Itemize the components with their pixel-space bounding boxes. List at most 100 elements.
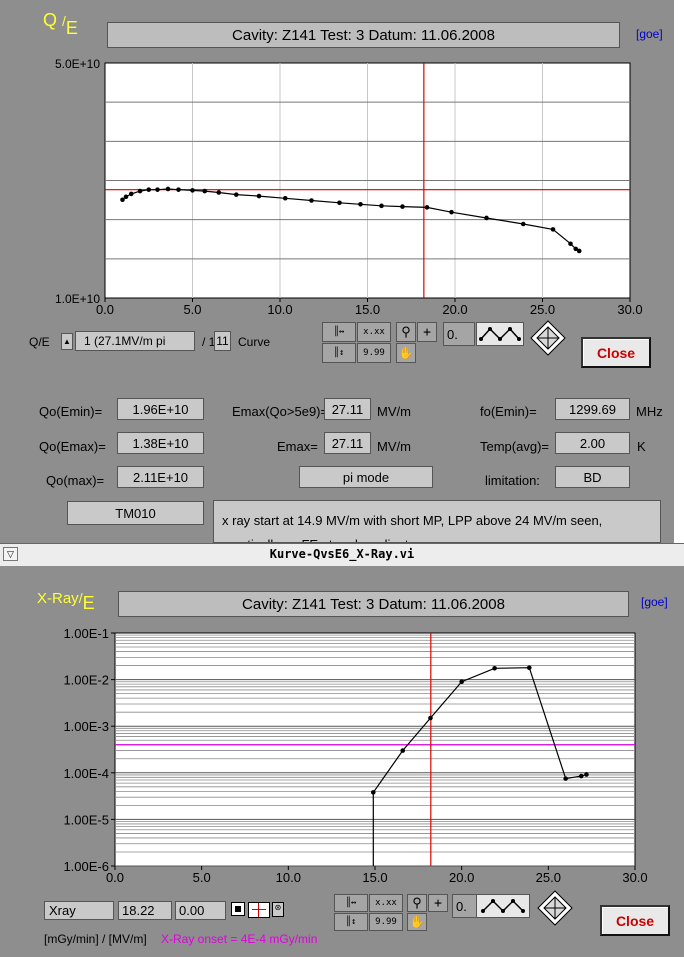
temp-value: 2.00 xyxy=(555,432,630,454)
cursor-lock-icon[interactable]: ⊛ xyxy=(272,902,284,917)
curve-stepper[interactable]: ▲ xyxy=(61,333,73,350)
temp-label: Temp(avg)= xyxy=(480,439,549,454)
xray-slash: / xyxy=(78,590,83,606)
emax-label: Emax= xyxy=(277,439,318,454)
plot-style-button-2[interactable] xyxy=(476,894,530,918)
zoom-icon[interactable]: ⚲ xyxy=(396,322,416,342)
q-x-tick-label: 20.0 xyxy=(442,302,467,317)
qo-max-value: 2.11E+10 xyxy=(117,466,204,488)
xray-point xyxy=(578,773,584,779)
xray-plot-area xyxy=(114,632,636,867)
plot-style-button[interactable] xyxy=(476,322,524,346)
q-series-points xyxy=(120,186,582,254)
fo-emin-unit: MHz xyxy=(636,404,663,419)
q-point xyxy=(309,198,314,203)
zoom-icon-2[interactable]: ⚲ xyxy=(407,894,427,912)
emax-unit: MV/m xyxy=(377,439,411,454)
q-point xyxy=(424,205,430,210)
xray-point xyxy=(584,772,589,777)
bottom-header: Cavity: Z141 Test: 3 Datum: 11.06.2008 xyxy=(118,591,629,617)
curve-selector-field[interactable]: 1 (27.1MV/m pi xyxy=(75,331,195,351)
fo-emin-label: fo(Emin)= xyxy=(480,404,537,419)
q-point xyxy=(520,221,526,227)
q-x-tick-label: 5.0 xyxy=(183,302,201,317)
x-scale-button-2[interactable]: ║↔ xyxy=(334,894,368,912)
q-point xyxy=(400,204,405,209)
q-point xyxy=(165,186,171,192)
xray-x-tick-label: 15.0 xyxy=(362,870,387,885)
q-point xyxy=(123,194,129,200)
limitation-value: BD xyxy=(555,466,630,488)
mode-tm-value: TM010 xyxy=(67,501,204,525)
bottom-close-button[interactable]: Close xyxy=(600,905,670,936)
hand-icon-2[interactable]: ✋ xyxy=(407,913,427,931)
cursor-style-icon[interactable] xyxy=(231,902,245,916)
xray-onset-label: X-Ray onset = 4E-4 mGy/min xyxy=(161,932,318,946)
emax-q-unit: MV/m xyxy=(377,404,411,419)
top-goe-link[interactable]: [goe] xyxy=(636,27,663,41)
q-point xyxy=(216,190,222,195)
qo-emax-value: 1.38E+10 xyxy=(117,432,204,454)
window-title: Kurve-QvsE6_X-Ray.vi xyxy=(269,547,415,561)
xray-axis-title: X-Ray/E xyxy=(37,587,95,613)
xray-y-ticks: 1.00E-1 1.00E-2 1.00E-3 1.00E-4 1.00E-5 1.00E… xyxy=(63,626,115,874)
e-letter: E xyxy=(65,18,78,38)
emax-q-value: 27.11 xyxy=(324,398,371,420)
q-point xyxy=(120,197,125,203)
xray-x-tick-label: 10.0 xyxy=(276,870,301,885)
xray-point xyxy=(370,790,376,795)
xray-point xyxy=(428,715,433,721)
cursor-name-field[interactable]: Xray xyxy=(44,901,114,920)
bottom-goe-link[interactable]: [goe] xyxy=(641,595,668,609)
qo-emax-label: Qo(Emax)= xyxy=(39,439,106,454)
q-point xyxy=(358,201,363,207)
top-close-button[interactable]: Close xyxy=(581,337,651,368)
y-scale-button[interactable]: ║↕ xyxy=(322,343,356,363)
cursor-y-field: 0.00 xyxy=(175,901,226,920)
cursor-move-diamond-icon[interactable] xyxy=(530,320,566,356)
comment-box: x ray start at 14.9 MV/m with short MP, … xyxy=(213,500,661,543)
curve-selector-label: Q/E xyxy=(29,335,50,349)
q-point xyxy=(146,187,152,192)
x-format-button[interactable]: x.xx xyxy=(357,322,391,342)
plot-style-icon xyxy=(479,327,521,341)
hand-icon[interactable]: ✋ xyxy=(396,343,416,363)
q-y-tick-top: 5.0E+10 xyxy=(55,57,100,71)
crosshair-icon-2[interactable]: + xyxy=(428,894,448,912)
cursor-crosshair-icon[interactable] xyxy=(248,902,270,918)
q-point xyxy=(449,209,454,215)
crosshair-icon[interactable]: + xyxy=(417,322,437,342)
q-point xyxy=(573,246,579,252)
q-point xyxy=(155,187,160,192)
q-point xyxy=(202,188,208,194)
emax-value: 27.11 xyxy=(324,432,371,454)
q-point xyxy=(337,200,342,206)
q-point xyxy=(576,248,582,254)
plot-style-icon-2 xyxy=(481,899,525,913)
q-x-ticks: 0.0 5.0 10.0 15.0 20.0 25.0 30.0 xyxy=(96,298,643,317)
xray-x-ticks: 0.0 5.0 10.0 15.0 20.0 25.0 30.0 xyxy=(106,866,648,885)
xray-x-tick-label: 30.0 xyxy=(622,870,647,885)
units-label: [mGy/min] / [MV/m] xyxy=(44,932,147,946)
q-point xyxy=(550,227,556,232)
cursor-value: 0. xyxy=(443,322,475,346)
x-format-button-2[interactable]: x.xx xyxy=(369,894,403,912)
q-point xyxy=(379,203,384,209)
top-header: Cavity: Z141 Test: 3 Datum: 11.06.2008 xyxy=(107,22,620,48)
q-y-tick-bottom: 1.0E+10 xyxy=(55,292,100,306)
slash: / xyxy=(62,13,66,29)
window-titlebar: ▽ Kurve-QvsE6_X-Ray.vi xyxy=(0,543,684,567)
y-format-button[interactable]: 9.99 xyxy=(357,343,391,363)
y-format-button-2[interactable]: 9.99 xyxy=(369,913,403,931)
y-scale-button-2[interactable]: ║↕ xyxy=(334,913,368,931)
xray-word: X-Ray xyxy=(37,590,79,607)
mode-value: pi mode xyxy=(299,466,433,488)
window-menu-button[interactable]: ▽ xyxy=(3,547,18,561)
q-point xyxy=(176,187,181,192)
comment-text: x ray start at 14.9 MV/m with short MP, … xyxy=(222,513,603,542)
q-point xyxy=(233,192,239,197)
q-x-tick-label: 10.0 xyxy=(267,302,292,317)
x-scale-button[interactable]: ║↔ xyxy=(322,322,356,342)
limitation-label: limitation: xyxy=(485,473,540,488)
cursor-move-diamond-icon-2[interactable] xyxy=(537,890,573,926)
